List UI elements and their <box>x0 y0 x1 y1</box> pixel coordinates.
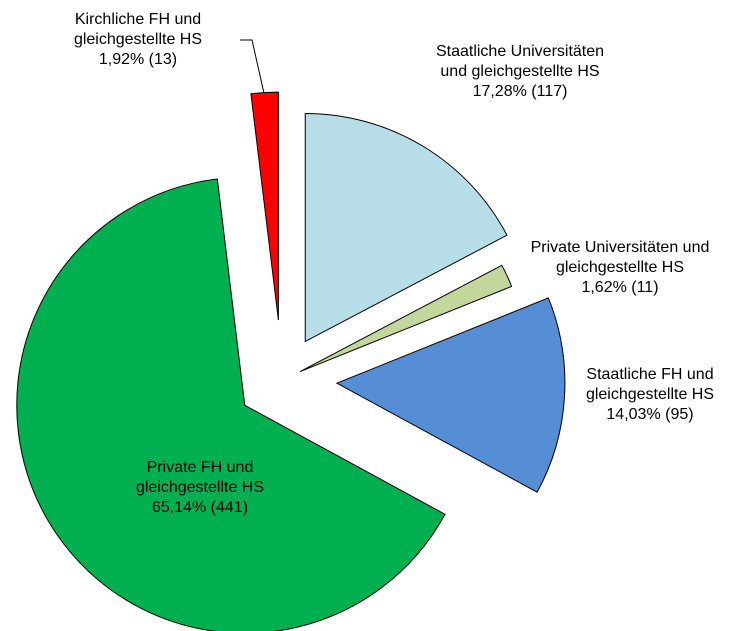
value-label: 65,14% (441) <box>151 499 249 516</box>
category-label: Kirchliche FH und gleichgestellte HS <box>73 11 203 48</box>
category-label: Private FH und gleichgestellte HS <box>135 459 265 496</box>
value-label: 17,28% (117) <box>472 83 568 100</box>
pie-slice <box>299 264 513 373</box>
value-label: 1,62% (11) <box>581 279 659 296</box>
category-label: Staatliche FH und gleichgestellte HS <box>585 366 715 403</box>
leader-line <box>240 39 267 103</box>
value-label: 14,03% (95) <box>606 406 694 423</box>
category-label: Private Universitäten und gleichgestellt… <box>530 239 710 276</box>
value-label: 1,92% (13) <box>98 51 178 68</box>
pie-slice <box>335 297 566 493</box>
slice-label: Private FH und gleichgestellte HS 65,14% … <box>100 458 300 518</box>
pie-slice <box>250 91 279 321</box>
pie-slice <box>16 178 446 631</box>
slice-label: Staatliche FH und gleichgestellte HS 14,0… <box>560 365 735 425</box>
category-label: Staatliche Universitäten und gleichgeste… <box>435 43 605 80</box>
slice-label: Kirchliche FH und gleichgestellte HS 1,92… <box>38 10 238 70</box>
slice-label: Staatliche Universitäten und gleichgeste… <box>435 42 605 102</box>
pie-slice <box>304 112 508 343</box>
slice-label: Private Universitäten und gleichgestellt… <box>505 238 735 298</box>
